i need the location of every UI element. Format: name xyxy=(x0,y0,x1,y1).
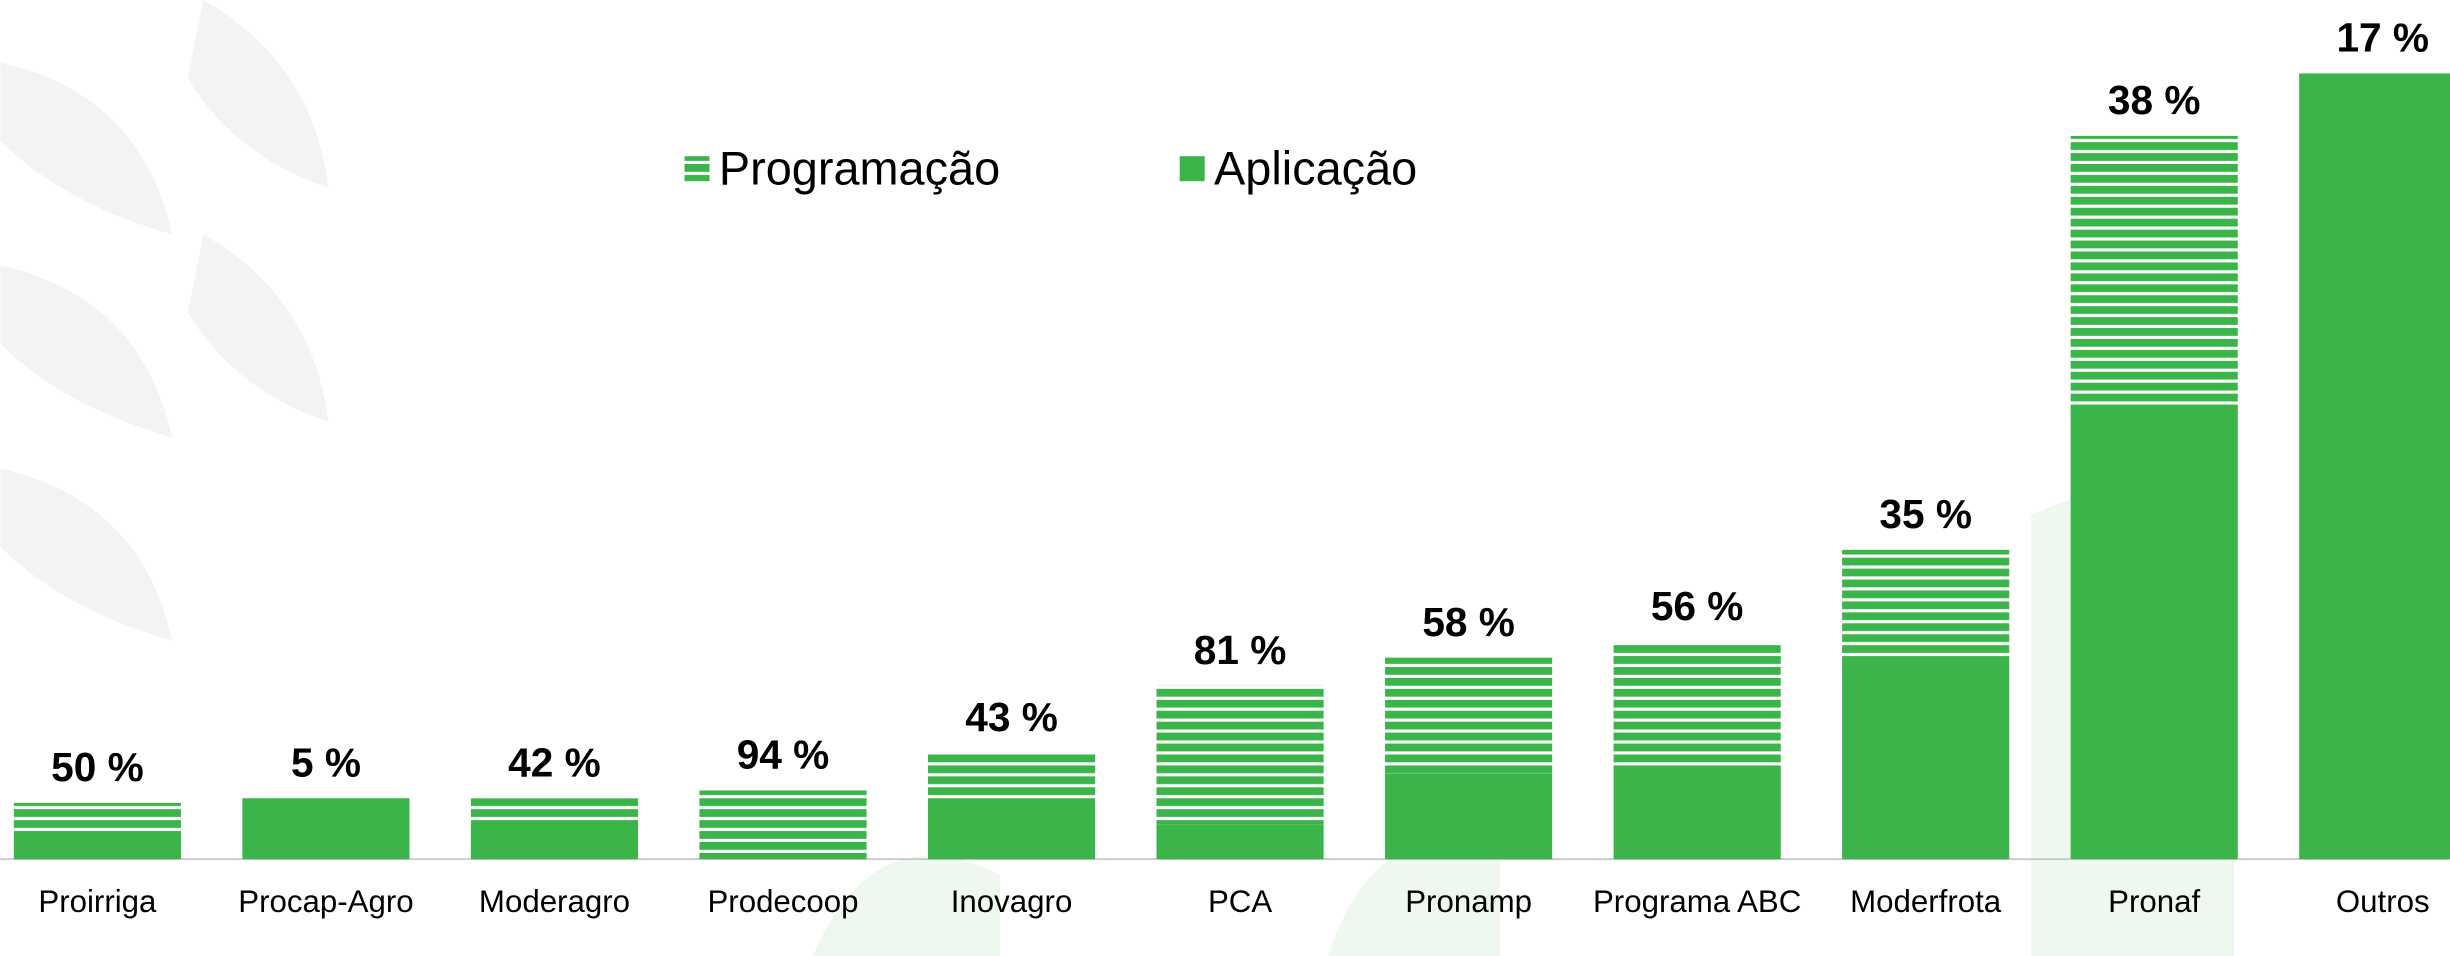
bar-segment xyxy=(928,798,1095,859)
bar-segment xyxy=(1614,765,1781,859)
value-label: 81 % xyxy=(1194,627,1287,673)
bar-segment xyxy=(2071,136,2238,405)
value-label: 5 % xyxy=(291,739,361,785)
bar-segment xyxy=(1614,642,1781,765)
value-label: 43 % xyxy=(965,694,1058,740)
legend-label: Aplicação xyxy=(1214,142,1417,194)
value-label: 94 % xyxy=(737,732,830,778)
bar-segment xyxy=(2071,405,2238,860)
bar-segment xyxy=(1385,773,1552,859)
x-tick-label: Prodecoop xyxy=(707,884,858,919)
x-tick-label: Procap-Agro xyxy=(238,884,413,919)
x-tick-label: Inovagro xyxy=(951,884,1073,919)
legend-swatch xyxy=(685,156,710,181)
bar-segment xyxy=(1157,825,1324,859)
x-tick-label: Pronaf xyxy=(2108,884,2200,919)
value-label: 35 % xyxy=(1879,491,1972,537)
value-label: 17 % xyxy=(2336,15,2429,61)
x-tick-label: Pronamp xyxy=(1405,884,1532,919)
x-tick-label: Moderfrota xyxy=(1850,884,2002,919)
bar-segment xyxy=(471,820,638,859)
legend-label: Programação xyxy=(719,142,1000,194)
value-label: 42 % xyxy=(508,739,601,785)
bar-segment xyxy=(1842,550,2009,656)
x-tick-label: Outros xyxy=(2336,884,2430,919)
bar-segment xyxy=(14,831,181,859)
x-tick-label: Moderagro xyxy=(479,884,630,919)
value-label: 58 % xyxy=(1422,599,1515,645)
bar-segment xyxy=(928,753,1095,798)
chart: Programação Aplicação 50 % Proirriga 5 % Proc… xyxy=(0,0,2450,956)
bar-segment xyxy=(699,790,866,859)
bar-segment xyxy=(1157,686,1324,825)
x-tick-label: Programa ABC xyxy=(1593,884,1801,919)
background-leaves xyxy=(0,0,328,640)
legend-swatch xyxy=(1180,156,1205,181)
bar-segment xyxy=(242,798,409,859)
bar-segment xyxy=(1842,656,2009,859)
bar-segment xyxy=(14,803,181,831)
bar-segment xyxy=(471,798,638,820)
value-label: 56 % xyxy=(1651,583,1744,629)
bar-segment xyxy=(1385,658,1552,774)
value-label: 38 % xyxy=(2108,77,2201,123)
value-label: 50 % xyxy=(51,744,144,790)
x-tick-label: PCA xyxy=(1208,884,1272,919)
x-tick-label: Proirriga xyxy=(38,884,157,919)
bar-segment xyxy=(2299,73,2450,859)
